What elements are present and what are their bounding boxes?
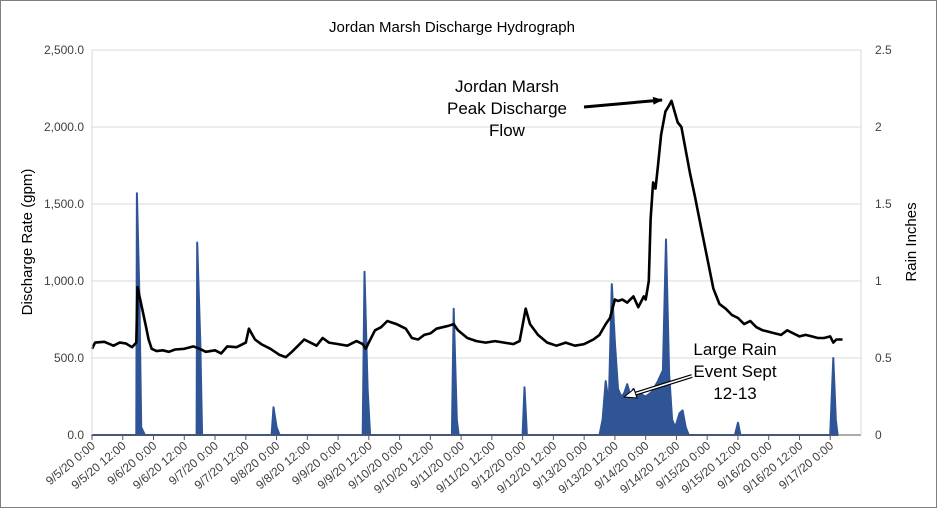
peak-discharge-annotation: Jordan Marsh Peak Discharge Flow bbox=[447, 77, 663, 140]
discharge-series-line bbox=[90, 99, 843, 359]
rain-annotation-arrowhead bbox=[622, 388, 638, 399]
peak-annotation-line-1: Jordan Marsh bbox=[455, 77, 559, 96]
peak-annotation-line-2: Peak Discharge bbox=[447, 99, 567, 118]
peak-annotation-line-3: Flow bbox=[489, 121, 526, 140]
rain-annotation-line-1: Large Rain bbox=[693, 340, 776, 359]
rain-annotation-line-3: 12-13 bbox=[713, 384, 756, 403]
y2-tick-label: 1.5 bbox=[875, 197, 892, 211]
y-tick-label: 2,500.0 bbox=[44, 43, 84, 57]
y2-tick-label: 0 bbox=[875, 428, 882, 442]
y2-axis-title: Rain Inches bbox=[903, 202, 920, 281]
rain-event-annotation: Large Rain Event Sept 12-13 bbox=[622, 340, 777, 403]
peak-annotation-arrow bbox=[583, 96, 663, 109]
rain-annotation-arrow-inner bbox=[627, 375, 693, 397]
y2-tick-label: 2 bbox=[875, 120, 882, 134]
y2-tick-label: 2.5 bbox=[875, 43, 892, 57]
y-tick-label: 1,000.0 bbox=[44, 274, 84, 288]
y-tick-label: 500.0 bbox=[54, 351, 84, 365]
chart-title: Jordan Marsh Discharge Hydrograph bbox=[329, 19, 575, 36]
y-tick-label: 2,000.0 bbox=[44, 120, 84, 134]
y2-tick-label: 1 bbox=[875, 274, 882, 288]
rain-annotation-line-2: Event Sept bbox=[693, 362, 776, 381]
y-tick-label: 1,500.0 bbox=[44, 197, 84, 211]
y-tick-label: 0.0 bbox=[67, 428, 84, 442]
y-axis-title: Discharge Rate (gpm) bbox=[19, 169, 36, 316]
y2-tick-label: 0.5 bbox=[875, 351, 892, 365]
